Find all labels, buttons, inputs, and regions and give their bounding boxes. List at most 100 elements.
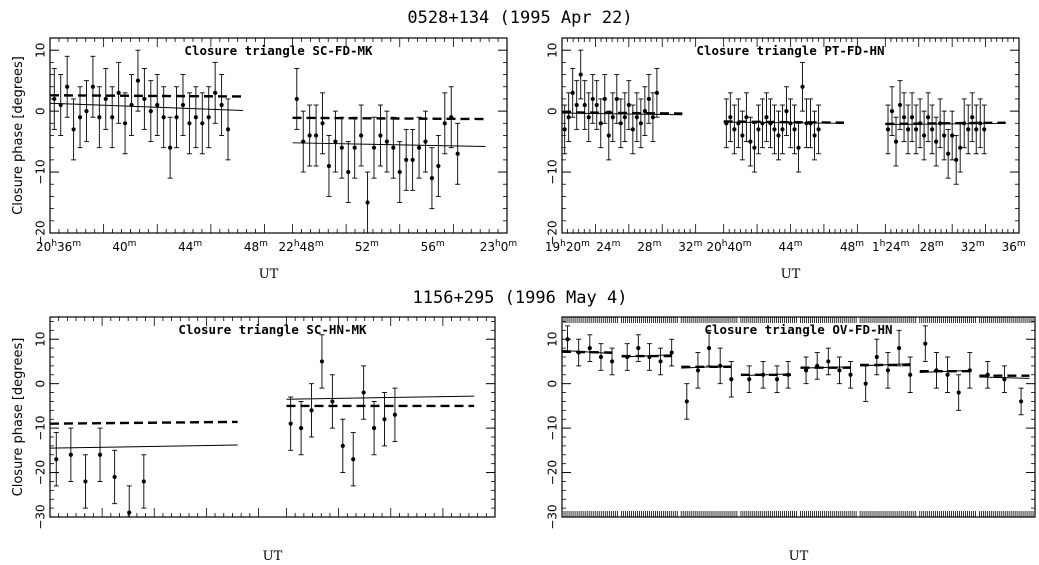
data-point: [724, 121, 729, 126]
segment: 1h24m 28m 32m 36m: [872, 38, 1026, 254]
data-point: [161, 115, 166, 120]
data-point: [200, 121, 205, 126]
data-point: [90, 84, 95, 89]
segment: 20h36m 40m 44m 48m: [36, 38, 268, 254]
x-tick-label-part: m: [794, 239, 803, 249]
x-tick-label-part: 28: [920, 240, 935, 254]
x-tick-label-part: m: [436, 239, 445, 249]
data-point: [938, 121, 943, 126]
fit-line-dashed: [49, 420, 238, 425]
data-point: [127, 510, 132, 515]
data-point: [921, 133, 927, 138]
data-point: [294, 96, 299, 102]
data-point: [361, 390, 366, 395]
data-point: [320, 121, 325, 126]
data-point: [803, 368, 809, 373]
data-point: [570, 90, 575, 95]
y-tick-label: 0: [34, 107, 48, 115]
segment: [740, 317, 797, 517]
data-point: [786, 372, 791, 377]
data-point: [565, 337, 570, 342]
x-tick-label-part: 24: [596, 240, 611, 254]
data-point: [808, 121, 813, 126]
x-axis-label: UT: [781, 267, 801, 282]
fit-line-dashed: [885, 121, 1006, 126]
data-point: [58, 102, 63, 108]
data-point: [934, 139, 939, 144]
fit-line-solid: [49, 444, 238, 449]
data-point: [956, 390, 961, 395]
data-point: [313, 133, 319, 138]
y-axis-label: Closure phase [degrees]: [11, 338, 26, 497]
data-point: [606, 133, 611, 138]
panel-pt-fd-hn: Closure triangle PT-FD-HN100−10−20UT19h2…: [545, 37, 1026, 282]
data-point: [307, 133, 312, 138]
panel-title: Closure triangle SC-FD-MK: [184, 43, 373, 58]
y-tick-label: −10: [546, 159, 560, 184]
data-point: [908, 372, 913, 377]
x-tick-label-part: m: [128, 239, 137, 249]
data-point: [65, 84, 70, 89]
data-point: [812, 133, 817, 138]
data-point: [586, 115, 591, 120]
data-point: [180, 102, 186, 108]
data-point: [576, 350, 581, 355]
x-tick-label-part: h: [495, 239, 501, 249]
data-point: [950, 133, 955, 138]
data-point: [768, 121, 773, 126]
data-point: [416, 145, 422, 150]
data-point: [391, 145, 396, 150]
data-point: [404, 157, 409, 162]
data-point: [371, 145, 377, 150]
y-tick-label: −20: [34, 220, 48, 245]
y-tick-label: −10: [546, 415, 560, 440]
data-point: [77, 115, 83, 120]
data-point: [326, 163, 332, 169]
x-tick-label: 36m: [1002, 239, 1026, 254]
data-point: [658, 359, 663, 364]
data-point: [913, 127, 919, 132]
x-tick-label-part: m: [193, 239, 202, 249]
x-tick-label-part: 20: [36, 240, 51, 254]
data-point: [985, 372, 990, 377]
data-point: [970, 115, 975, 120]
x-axis-label: UT: [789, 549, 809, 564]
segment: 22h48m 52m 56m 23h0m: [279, 38, 517, 254]
data-point: [339, 145, 344, 150]
data-point: [129, 102, 134, 108]
row-title-bottom: 1156+295 (1996 May 4): [413, 288, 628, 308]
x-tick-label-part: m: [1017, 239, 1026, 249]
x-tick-label-part: 20: [566, 240, 581, 254]
x-tick-label-part: 36: [1002, 240, 1017, 254]
y-tick-label: 10: [34, 332, 48, 347]
data-point: [837, 368, 842, 373]
x-tick-label-part: m: [855, 239, 864, 249]
x-tick-label: 56m: [421, 239, 445, 254]
data-point: [638, 121, 643, 126]
data-point: [946, 151, 951, 156]
data-point: [978, 121, 983, 126]
data-point: [346, 169, 351, 175]
data-point: [155, 102, 160, 108]
x-tick-label: 20h40m: [706, 239, 751, 254]
data-point: [378, 133, 383, 138]
data-point: [618, 121, 623, 126]
x-tick-label-part: 24: [885, 240, 900, 254]
data-point: [761, 372, 766, 377]
x-tick-label-part: 22: [279, 240, 294, 254]
data-point: [889, 109, 895, 114]
data-point: [728, 115, 733, 120]
data-point: [636, 346, 641, 351]
data-point: [654, 90, 660, 95]
x-tick-label: 44m: [778, 239, 802, 254]
data-point: [744, 115, 749, 120]
data-point: [1002, 377, 1007, 382]
data-point: [776, 133, 781, 138]
data-point: [562, 127, 567, 132]
data-point: [135, 78, 141, 83]
x-tick-label-part: m: [581, 239, 590, 249]
data-point: [934, 368, 939, 373]
data-point: [52, 96, 57, 102]
x-tick-label: 44m: [178, 239, 202, 254]
